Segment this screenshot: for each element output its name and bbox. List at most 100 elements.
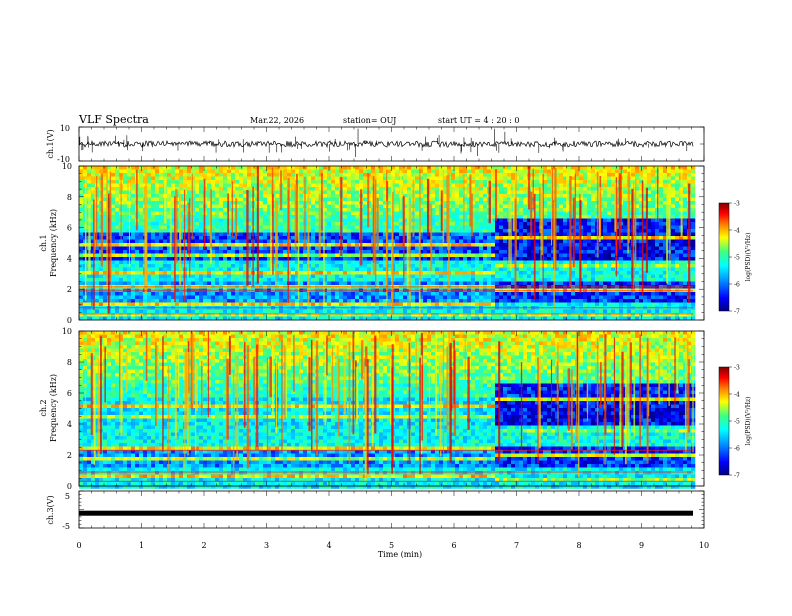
spectrogram-cell — [475, 271, 479, 275]
spectrogram-cell — [691, 184, 695, 188]
spectrogram-cell — [379, 264, 383, 268]
spectrogram-cell — [335, 243, 339, 247]
spectrogram-cell — [435, 261, 439, 265]
spectrogram-cell — [159, 205, 163, 209]
spectrogram-cell — [355, 212, 359, 216]
spectrogram-cell — [627, 261, 631, 265]
spectrogram-cell — [159, 247, 163, 251]
spectrogram-cell — [523, 198, 527, 202]
spectrogram-cell — [411, 170, 415, 174]
spectrogram-cell — [287, 173, 291, 177]
spectrogram-cell — [503, 261, 507, 265]
spectrogram-cell — [535, 180, 539, 184]
spectrogram-cell — [563, 215, 567, 219]
spectrogram-cell — [655, 261, 659, 265]
spectrogram-cell — [315, 198, 319, 202]
spectrogram-cell — [167, 271, 171, 275]
spectrogram-cell — [491, 243, 495, 247]
spectrogram-cell — [123, 205, 127, 209]
spectrogram-cell — [195, 261, 199, 265]
spectrogram-cell — [311, 236, 315, 240]
spectrogram-cell — [475, 261, 479, 265]
spectrogram-cell — [335, 233, 339, 237]
spectrogram-cell — [587, 254, 591, 258]
spectrogram-cell — [235, 275, 239, 279]
spectrogram-cell — [659, 222, 663, 226]
spectrogram-cell — [115, 184, 119, 188]
spectrogram-cell — [315, 212, 319, 216]
spectrogram-cell — [643, 177, 647, 181]
spectrogram-cell — [651, 247, 655, 251]
spectrogram-cell — [183, 208, 187, 212]
spectrogram-cell — [499, 212, 503, 216]
spectrogram-cell — [139, 215, 143, 219]
spectrogram-cell — [327, 257, 331, 261]
spectrogram-cell — [631, 166, 635, 170]
spectrogram-cell — [435, 222, 439, 226]
spectrogram-cell — [591, 170, 595, 174]
spectrogram-cell — [235, 170, 239, 174]
spectrogram-cell — [259, 229, 263, 233]
spectrogram-cell — [379, 243, 383, 247]
spectrogram-cell — [159, 268, 163, 272]
spectrogram-cell — [415, 194, 419, 198]
spectrogram-cell — [239, 170, 243, 174]
spectrogram-cell — [591, 184, 595, 188]
spectrogram-cell — [475, 177, 479, 181]
spectrogram-cell — [479, 229, 483, 233]
spectrogram-cell — [603, 180, 607, 184]
spectrogram-cell — [591, 261, 595, 265]
spectrogram-cell — [335, 222, 339, 226]
spectrogram-cell — [275, 166, 279, 170]
spectrogram-cell — [115, 236, 119, 240]
spectrogram-cell — [123, 201, 127, 205]
spectrogram-cell — [523, 264, 527, 268]
spectrogram-cell — [639, 170, 643, 174]
spectrogram-cell — [415, 226, 419, 230]
spectrogram-cell — [691, 180, 695, 184]
spectrogram-cell — [99, 268, 103, 272]
spectrogram-cell — [195, 191, 199, 195]
spectrogram-cell — [363, 268, 367, 272]
spectrogram-cell — [539, 166, 543, 170]
spectrogram-cell — [431, 271, 435, 275]
spectrogram-cell — [259, 226, 263, 230]
spectrogram-cell — [151, 254, 155, 258]
spectrogram-cell — [487, 261, 491, 265]
spectrogram-cell — [587, 229, 591, 233]
spectrogram-cell — [239, 208, 243, 212]
spectrogram-cell — [283, 170, 287, 174]
spectrogram-cell — [347, 205, 351, 209]
spectrogram-cell — [491, 250, 495, 254]
spectrogram-cell — [151, 236, 155, 240]
spectrogram-cell — [671, 219, 675, 223]
spectrogram-cell — [675, 194, 679, 198]
spectrogram-cell — [147, 215, 151, 219]
spectrogram-cell — [79, 268, 83, 272]
spectrogram-cell — [195, 257, 199, 261]
spectrogram-cell — [451, 261, 455, 265]
spectrogram-cell — [395, 233, 399, 237]
spectrogram-cell — [651, 254, 655, 258]
spectrogram-cell — [479, 257, 483, 261]
spectrogram-cell — [363, 198, 367, 202]
spectrogram-cell — [455, 219, 459, 223]
spectrogram-cell — [327, 236, 331, 240]
spectrogram-cell — [443, 247, 447, 251]
spectrogram-cell — [571, 173, 575, 177]
spectrogram-cell — [111, 184, 115, 188]
spectrogram-cell — [283, 219, 287, 223]
spectrogram-cell — [503, 194, 507, 198]
spectrogram-cell — [355, 219, 359, 223]
spectrogram-cell — [327, 180, 331, 184]
spectrogram-cell — [519, 254, 523, 258]
spectrogram-cell — [675, 264, 679, 268]
spectrogram-cell — [547, 170, 551, 174]
spectrogram-cell — [379, 247, 383, 251]
spectrogram-cell — [591, 254, 595, 258]
station-label: station= OUJ — [343, 116, 396, 125]
spectrogram-cell — [235, 254, 239, 258]
ch1-ytick-top: 10 — [60, 124, 70, 133]
spectrogram-cell — [219, 247, 223, 251]
spectrogram-cell — [367, 254, 371, 258]
